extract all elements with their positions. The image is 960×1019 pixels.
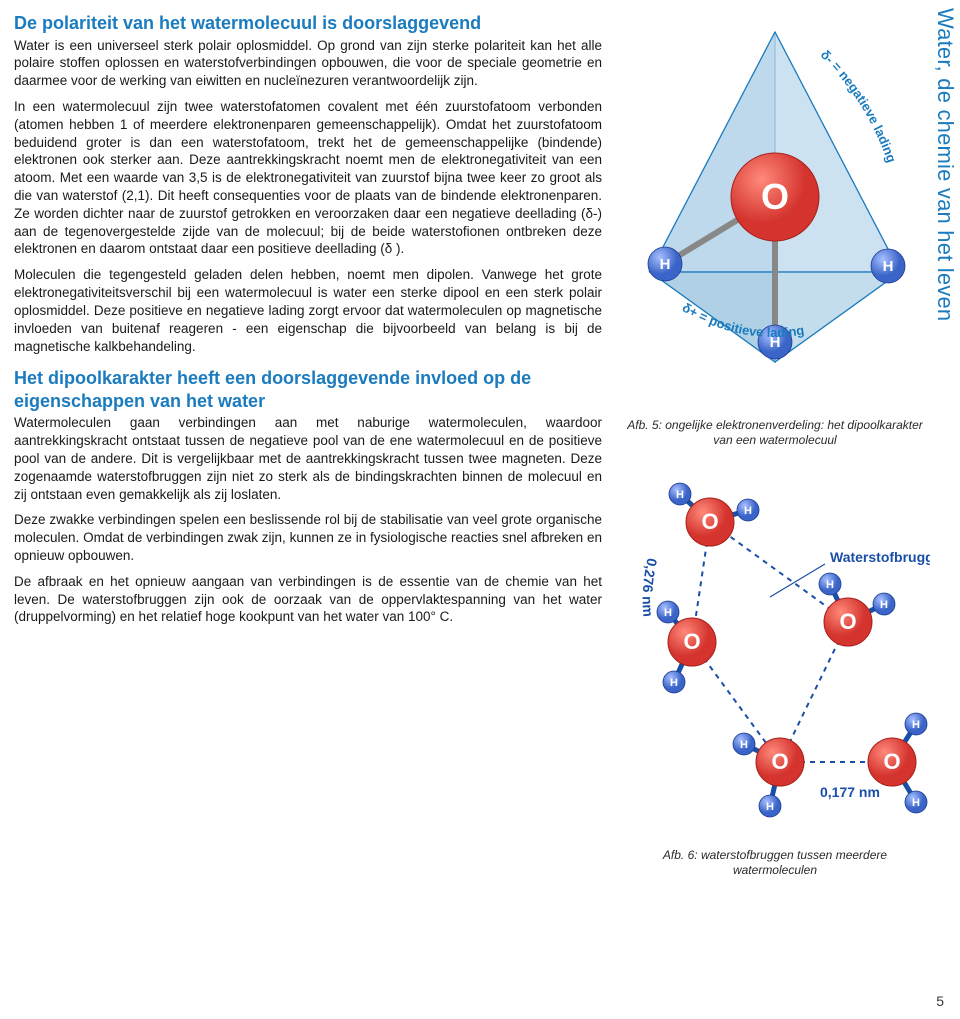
- section2-para1: Watermoleculen gaan verbindingen aan met…: [14, 414, 602, 503]
- svg-text:H: H: [826, 579, 834, 591]
- figure-6-box: HHOHHOHHOHHOHHOWaterstofbruggen0,276 nm0…: [620, 452, 930, 872]
- svg-text:H: H: [740, 739, 748, 751]
- svg-text:H: H: [676, 489, 684, 501]
- section-tab: Water, de chemie van het leven: [932, 8, 958, 321]
- svg-text:Waterstofbruggen: Waterstofbruggen: [830, 549, 930, 565]
- svg-text:O: O: [883, 749, 900, 774]
- svg-text:H: H: [664, 607, 672, 619]
- svg-text:H: H: [744, 505, 752, 517]
- svg-text:H: H: [670, 677, 678, 689]
- svg-text:O: O: [683, 629, 700, 654]
- figure-6-diagram: HHOHHOHHOHHOHHOWaterstofbruggen0,276 nm0…: [620, 452, 930, 842]
- section2-para3: De afbraak en het opnieuw aangaan van ve…: [14, 573, 602, 626]
- svg-text:H: H: [766, 801, 774, 813]
- section1-para2: In een watermolecuul zijn twee waterstof…: [14, 98, 602, 258]
- section1-para1: Water is een universeel sterk polair opl…: [14, 37, 602, 90]
- svg-text:H: H: [883, 258, 894, 275]
- svg-text:O: O: [761, 176, 789, 217]
- svg-text:0,177 nm: 0,177 nm: [820, 784, 880, 800]
- svg-text:H: H: [912, 719, 920, 731]
- section1-para3: Moleculen die tegengesteld geladen delen…: [14, 266, 602, 355]
- section2-para2: Deze zwakke verbindingen spelen een besl…: [14, 511, 602, 564]
- svg-text:H: H: [660, 256, 671, 273]
- svg-text:H: H: [880, 599, 888, 611]
- figure-5-box: OHHHδ- = negatieve ladingδ+ = positieve …: [620, 12, 930, 442]
- svg-text:O: O: [771, 749, 788, 774]
- figure-5-diagram: OHHHδ- = negatieve ladingδ+ = positieve …: [620, 12, 930, 412]
- page: De polariteit van het watermolecuul is d…: [0, 0, 960, 878]
- figure-6-caption: Afb. 6: waterstofbruggen tussen meerdere…: [620, 848, 930, 878]
- page-number: 5: [936, 993, 944, 1009]
- section2-heading: Het dipoolkarakter heeft een doorslaggev…: [14, 367, 602, 412]
- figure-5-caption: Afb. 5: ongelijke elektronenverdeling: h…: [620, 418, 930, 448]
- section1-heading: De polariteit van het watermolecuul is d…: [14, 12, 602, 35]
- svg-text:O: O: [701, 509, 718, 534]
- svg-text:H: H: [912, 797, 920, 809]
- svg-text:O: O: [839, 609, 856, 634]
- text-column: De polariteit van het watermolecuul is d…: [14, 12, 602, 872]
- figure-column: OHHHδ- = negatieve ladingδ+ = positieve …: [620, 12, 930, 872]
